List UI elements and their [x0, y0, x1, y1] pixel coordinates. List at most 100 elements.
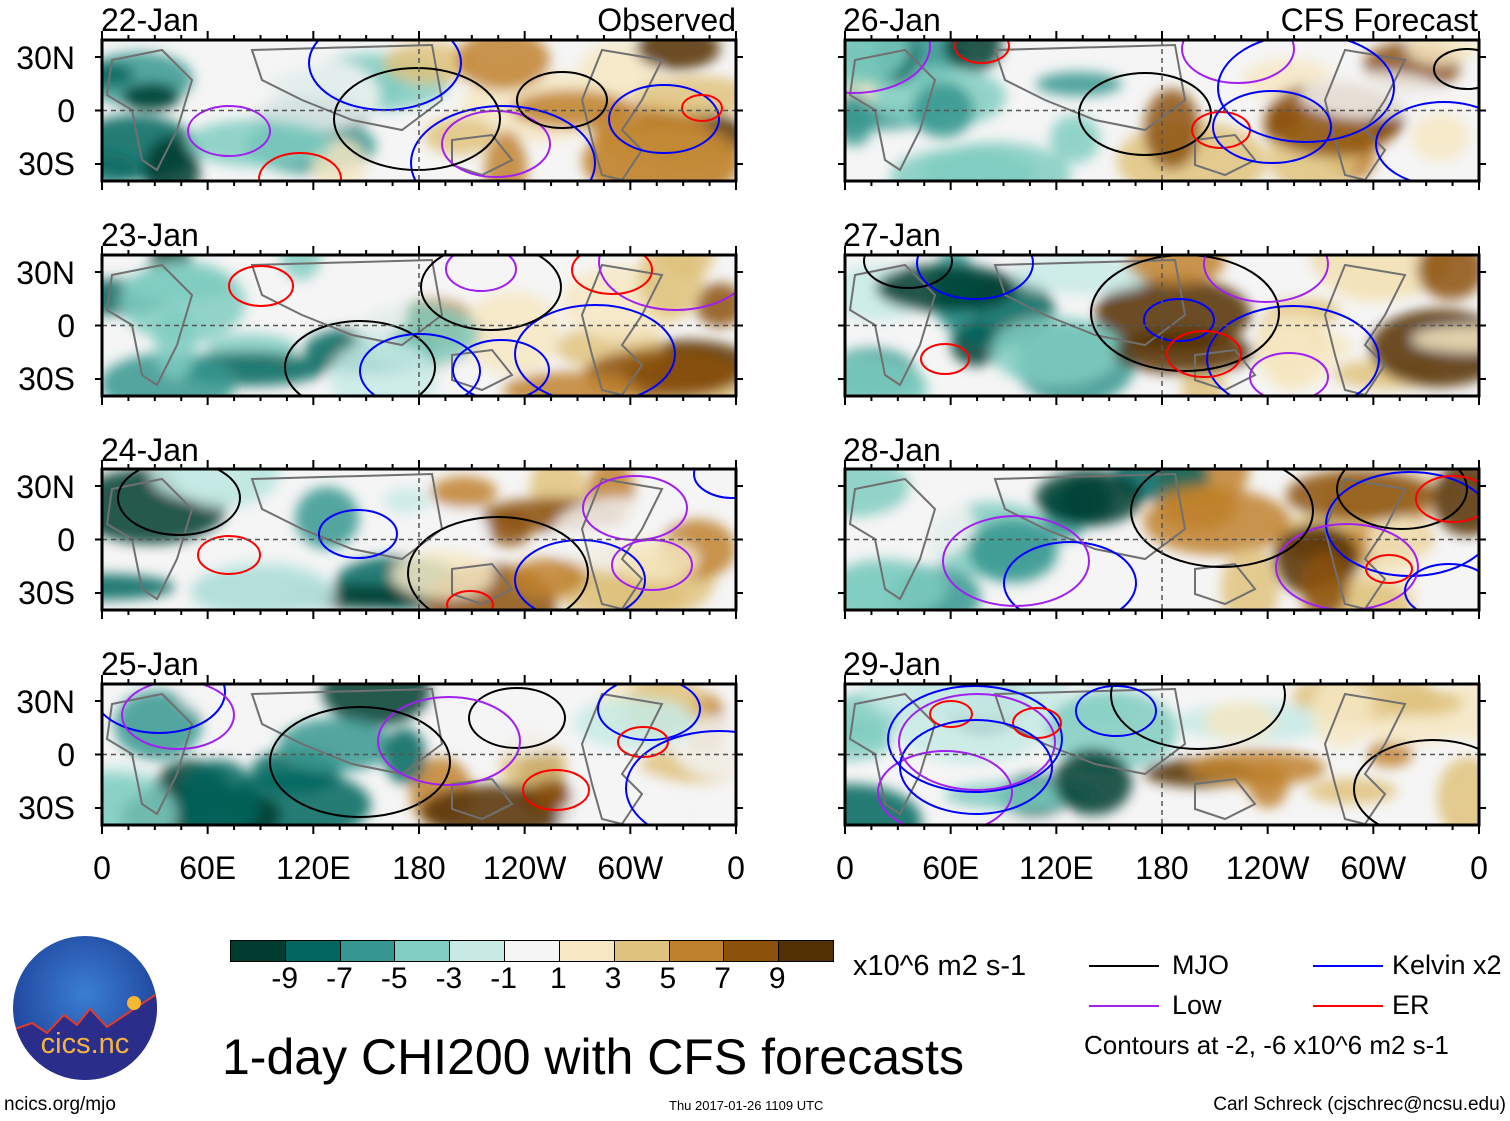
contour [1375, 101, 1479, 181]
timestamp: Thu 2017-01-26 1109 UTC [669, 1098, 824, 1113]
contour [1353, 739, 1479, 825]
contour [407, 516, 589, 610]
colorbar-label: 1 [550, 962, 567, 995]
contour [1249, 352, 1329, 396]
contour [117, 469, 241, 536]
map-panel-observed-2 [95, 460, 743, 619]
legend-er-line [1313, 1005, 1383, 1007]
legend-mjo-label: MJO [1172, 950, 1229, 980]
lat-label: 0 [57, 522, 75, 558]
anomaly-blob [968, 519, 1058, 583]
anomaly-blob [384, 42, 472, 84]
map-panel-observed-0 [95, 31, 743, 190]
contour [516, 71, 608, 129]
contour [1415, 475, 1479, 523]
contour [1130, 469, 1314, 568]
colorbar-swatch [559, 941, 615, 961]
map-panel-observed-1 [95, 246, 743, 405]
lat-label: 30S [18, 575, 75, 611]
contour [1003, 541, 1137, 610]
colorbar-label: 9 [768, 962, 786, 995]
contour [1336, 469, 1468, 530]
colorbar-label: 7 [714, 962, 731, 995]
anomaly-blob [329, 340, 437, 396]
contour [284, 320, 436, 396]
contour [445, 255, 517, 292]
anomaly-blob [322, 684, 430, 726]
anomaly-blob [1144, 89, 1200, 169]
anomaly-blob [1011, 256, 1153, 294]
anomaly-blob [1054, 749, 1132, 815]
contour [1275, 523, 1419, 610]
anomaly-blob [510, 558, 586, 598]
anomaly-blob [179, 760, 259, 825]
anomaly-blob [636, 40, 720, 70]
panel-date-24-jan: 24-Jan [101, 432, 199, 468]
contour [681, 94, 723, 122]
colorbar-label: -7 [326, 962, 353, 995]
contour [228, 265, 294, 307]
contour-note: Contours at -2, -6 x10^6 m2 s-1 [1084, 1030, 1449, 1060]
coastline [105, 472, 664, 610]
contour [121, 684, 235, 750]
anomaly-blob [244, 57, 380, 133]
contour [1166, 330, 1242, 378]
anomaly-blob [1437, 757, 1479, 825]
contour [1143, 298, 1215, 342]
lon-label: 120W [1225, 850, 1310, 886]
coastline [848, 43, 1407, 181]
anomaly-blob [511, 90, 633, 128]
lon-label: 60W [1340, 850, 1407, 886]
anomaly-blob [614, 538, 700, 582]
colorbar-swatch [614, 941, 670, 961]
anomaly-blob [120, 261, 246, 343]
map-panel-forecast-1 [838, 246, 1486, 405]
legend-low-line [1089, 1005, 1159, 1007]
lon-label: 60E [922, 850, 980, 886]
colorbar-label: -1 [490, 962, 517, 995]
colorbar [230, 940, 834, 962]
contour [625, 730, 736, 825]
contour [1217, 40, 1395, 143]
lat-label: 30S [18, 361, 75, 397]
website-link[interactable]: ncics.org/mjo [4, 1094, 116, 1115]
anomaly-blob [1412, 326, 1479, 352]
lon-label: 180 [1135, 850, 1189, 886]
colorbar-swatch [340, 941, 396, 961]
anomaly-blob [1317, 255, 1431, 303]
contour [1365, 554, 1413, 584]
lat-label: 30N [16, 684, 75, 720]
anomaly-blob [431, 476, 497, 508]
contour [942, 515, 1090, 607]
anomaly-blob [912, 82, 974, 138]
panel-date-25-jan: 25-Jan [101, 646, 199, 682]
panel-date-23-jan: 23-Jan [101, 217, 199, 253]
cics-logo: cics.nc [13, 936, 157, 1080]
anomaly-blob [278, 718, 394, 772]
lon-label: 60W [597, 850, 664, 886]
anomaly-blob [1311, 684, 1373, 748]
anomaly-blob [392, 551, 494, 599]
anomaly-blob [186, 119, 332, 167]
lon-label: 120E [275, 850, 351, 886]
contour [452, 339, 550, 396]
anomaly-blob [1307, 778, 1397, 804]
anomaly-blob [876, 264, 1016, 312]
contour [1075, 685, 1157, 737]
anomaly-blob [281, 255, 321, 280]
legend-kelvin-line [1313, 965, 1383, 967]
lon-label: 60E [179, 850, 237, 886]
lon-label: 180 [392, 850, 446, 886]
anomaly-blob [845, 355, 928, 396]
contour [446, 590, 494, 610]
panel-date-22-jan: 22-Jan [101, 2, 199, 38]
anomaly-blob [990, 317, 1120, 385]
coastline [848, 472, 1407, 610]
colorbar-label: 5 [659, 962, 677, 995]
anomaly-blob [102, 574, 175, 600]
contour [898, 693, 1056, 791]
map-panel-forecast-3 [838, 675, 1486, 834]
anomaly-blob [845, 558, 948, 610]
contour [1404, 563, 1479, 610]
anomaly-blob [1035, 470, 1143, 526]
